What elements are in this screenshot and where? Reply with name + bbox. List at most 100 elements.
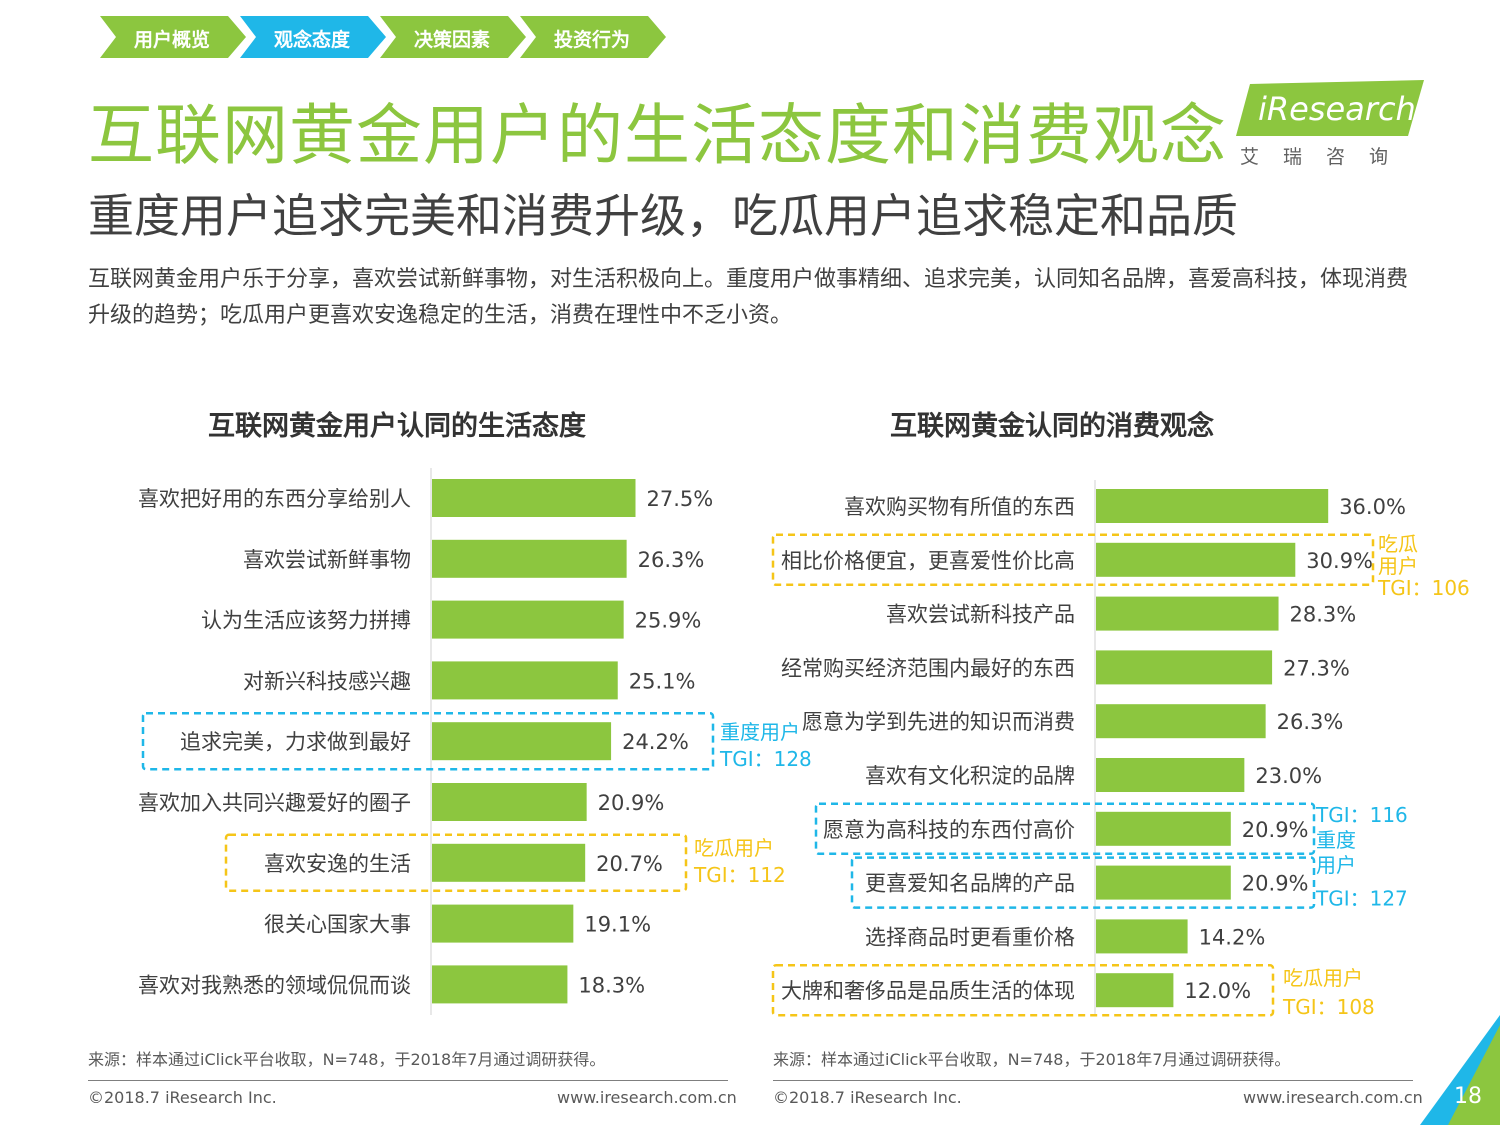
left-website: www.iresearch.com.cn [557,1088,737,1107]
right-copyright: ©2018.7 iResearch Inc. [773,1088,962,1107]
chart-bar [1096,865,1231,900]
nav-chevron [100,16,246,58]
page-title: 互联网黄金用户的生活态度和消费观念 [88,97,1227,174]
value-label: 26.3% [638,548,705,572]
nav-label: 观念态度 [274,29,351,51]
category-label: 经常购买经济范围内最好的东西 [781,656,1075,680]
value-label: 25.9% [635,609,702,633]
chart-bar [1096,919,1188,954]
logo-text: iResearch [1258,90,1416,128]
nav-chevron [240,16,386,58]
tgi-annotation: 重度 [1316,828,1356,852]
tgi-annotation: TGI：127 [1315,887,1408,911]
value-label: 20.9% [1242,818,1309,842]
logo-badge [1236,80,1424,136]
value-label: 20.7% [596,852,663,876]
category-label: 大牌和奢侈品是品质生活的体现 [781,979,1075,1003]
value-label: 20.9% [1242,872,1309,896]
category-label: 喜欢加入共同兴趣爱好的圈子 [138,791,411,815]
nav-item-investment[interactable]: 投资行为 [520,16,666,58]
category-label: 喜欢安逸的生活 [264,852,411,876]
right-website: www.iresearch.com.cn [1243,1088,1423,1107]
tgi-annotation: 吃瓜用户 [1283,966,1363,990]
category-label: 对新兴科技感兴趣 [243,669,411,693]
nav-item-decision-factors[interactable]: 决策因素 [380,16,526,58]
value-label: 20.9% [598,791,665,815]
value-label: 30.9% [1306,549,1373,573]
category-label: 喜欢有文化积淀的品牌 [865,764,1075,788]
chart-bar [432,600,624,639]
nav-label: 决策因素 [414,29,491,51]
chart-bar [432,904,574,943]
category-label: 追求完美，力求做到最好 [180,730,411,754]
right-chart-title: 互联网黄金认同的消费观念 [890,411,1214,442]
tgi-annotation: 用户 [1378,554,1418,578]
tgi-annotation: TGI：116 [1315,803,1408,827]
tgi-annotation: TGI：108 [1282,995,1375,1019]
page-description: 互联网黄金用户乐于分享，喜欢尝试新鲜事物，对生活积极向上。重度用户做事精细、追求… [88,267,1409,328]
value-label: 14.2% [1199,925,1266,949]
value-label: 28.3% [1290,603,1357,627]
nav-label: 投资行为 [554,29,631,51]
chart-bar [432,479,636,517]
category-label: 喜欢把好用的东西分享给别人 [138,487,411,511]
iresearch-logo: iResearch 艾瑞咨询 [1236,80,1436,170]
category-label: 喜欢对我熟悉的领域侃侃而谈 [138,973,411,997]
tgi-annotation: TGI：112 [693,863,786,887]
tgi-annotation: 重度用户 [720,720,800,744]
category-label: 认为生活应该努力拼搏 [201,609,411,633]
chart-bar [1096,489,1329,523]
page-subtitle: 重度用户追求完美和消费升级，吃瓜用户追求稳定和品质 [88,189,1238,243]
category-label: 喜欢尝试新鲜事物 [243,548,411,572]
category-label: 喜欢尝试新科技产品 [886,603,1075,627]
nav-chevron [520,16,666,58]
category-label: 很关心国家大事 [264,913,411,937]
chart-bar [432,783,587,821]
value-label: 26.3% [1277,710,1344,734]
value-label: 18.3% [578,973,645,997]
left-chart-title: 互联网黄金用户认同的生活态度 [208,411,586,442]
logo-cn-text: 艾瑞咨询 [1240,146,1413,168]
chart-bar [432,661,618,700]
footer-divider [773,1080,1413,1081]
value-label: 36.0% [1339,495,1406,519]
value-label: 25.1% [629,669,696,693]
tgi-annotation: 吃瓜 [1378,532,1418,556]
chart-bar [432,843,586,882]
value-label: 24.2% [622,730,689,754]
chart-bar [432,539,627,578]
value-label: 27.3% [1283,656,1350,680]
nav-item-attitude[interactable]: 观念态度 [240,16,386,58]
value-label: 19.1% [584,913,651,937]
highlight-box [814,802,1316,856]
left-source-note: 来源：样本通过iClick平台收取，N=748，于2018年7月通过调研获得。 [88,1050,606,1069]
section-nav: 用户概览 观念态度 决策因素 投资行为 [100,16,666,58]
page-number: 18 [1454,1084,1482,1109]
footer-divider [88,1080,728,1081]
highlight-box [850,856,1316,909]
left-copyright: ©2018.7 iResearch Inc. [88,1088,277,1107]
category-label: 愿意为高科技的东西付高价 [823,818,1075,842]
highlight-box [771,963,1275,1017]
corner-decoration [1420,1015,1500,1125]
chart-bar [1096,596,1279,631]
tgi-annotation: TGI：106 [1377,576,1470,600]
chart-bar [1096,758,1245,792]
chart-bar [432,965,568,1004]
tgi-annotation: 吃瓜用户 [694,836,774,860]
chart-bar [1096,811,1231,846]
nav-item-user-overview[interactable]: 用户概览 [100,16,246,58]
chart-bar [1096,973,1174,1008]
chart-bar [432,722,612,761]
category-label: 喜欢购买物有所值的东西 [844,495,1075,519]
chart-bar [1096,542,1296,577]
category-label: 相比价格便宜，更喜爱性价比高 [781,549,1075,573]
nav-label: 用户概览 [134,29,211,51]
value-label: 27.5% [647,487,714,511]
highlight-box [224,833,688,893]
category-label: 愿意为学到先进的知识而消费 [802,710,1075,734]
category-label: 更喜爱知名品牌的产品 [865,872,1075,896]
chart-bar [1096,650,1273,685]
